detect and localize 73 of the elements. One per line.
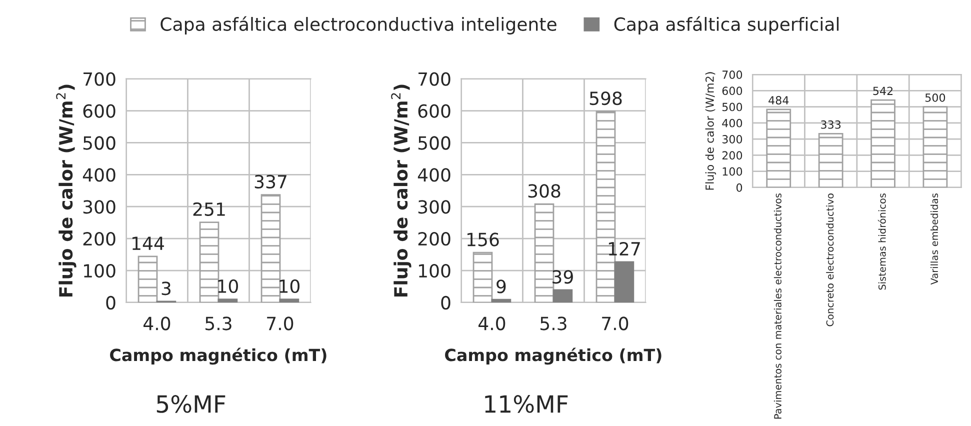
y-axis-title: Flujo de calor (W/m2)	[705, 72, 716, 190]
data-label: 333	[821, 120, 841, 129]
data-label: 10	[218, 279, 238, 293]
y-tick-label: 300	[83, 200, 116, 214]
bar	[552, 289, 573, 302]
legend-label: Capa asfáltica superficial	[614, 16, 839, 34]
bar	[218, 298, 238, 302]
data-label: 127	[608, 242, 640, 256]
bar	[260, 194, 281, 302]
x-tick-label: Pavimentos con materiales electroconductivos	[774, 193, 782, 419]
x-axis-title: Campo magnético (mT)	[445, 348, 662, 365]
y-tick-label: 400	[722, 118, 742, 128]
x-tick-label: 4.0	[144, 316, 170, 330]
bar	[138, 256, 158, 302]
y-tick-label: 300	[722, 135, 742, 144]
y-tick-label: 0	[106, 296, 116, 310]
bar	[766, 108, 792, 188]
y-tick-label: 400	[418, 168, 450, 182]
x-tick-label: Concreto electroconductivo	[826, 194, 834, 326]
x-tick-label: 5.3	[540, 316, 566, 330]
y-tick-label: 700	[722, 70, 742, 79]
y-tick-label: 100	[419, 264, 450, 278]
y-tick-label: 500	[418, 136, 450, 150]
data-label: 3	[162, 282, 170, 296]
y-tick-label: 400	[82, 168, 116, 182]
data-label: 10	[280, 279, 300, 293]
data-label: 156	[468, 232, 499, 246]
y-tick-label: 600	[722, 86, 742, 96]
x-tick-label: 5.3	[206, 316, 232, 330]
y-tick-label: 700	[84, 72, 116, 86]
y-axis-title: Flujo de calor (W/m$^{2}$)	[56, 84, 76, 296]
x-tick-label: Varillas embedidas	[930, 193, 938, 285]
x-tick-label: 7.0	[267, 316, 294, 330]
y-tick-label: 500	[722, 102, 742, 112]
data-label: 39	[552, 270, 573, 284]
bar	[534, 203, 554, 302]
text: 5%MF	[156, 395, 226, 413]
bar	[472, 252, 493, 302]
bar	[614, 261, 634, 302]
y-axis-title: Flujo de calor (W/m$^{2}$)	[391, 84, 412, 296]
data-label: 500	[925, 93, 946, 102]
text: 11%MF	[485, 395, 568, 413]
bar	[922, 106, 948, 188]
bar	[199, 222, 220, 302]
data-label: 598	[590, 91, 622, 106]
y-tick-label: 300	[418, 200, 450, 214]
data-label: 484	[768, 96, 789, 104]
data-label: 251	[193, 202, 225, 216]
y-tick-label: 200	[83, 232, 116, 246]
x-tick-label: Sistemas hidrónicos	[878, 193, 886, 290]
y-tick-label: 100	[84, 264, 116, 278]
y-tick-label: 700	[418, 72, 450, 86]
x-tick-label: 4.0	[478, 316, 506, 330]
y-tick-label: 600	[418, 104, 450, 118]
y-tick-label: 600	[83, 104, 116, 118]
legend-label: Capa asfáltica electroconductiva inteligente	[160, 16, 556, 34]
y-tick-label: 0	[736, 183, 742, 192]
y-tick-label: 200	[418, 232, 450, 246]
bar	[870, 99, 896, 188]
bar	[491, 298, 512, 302]
y-tick-label: 0	[441, 296, 450, 310]
data-label: 144	[132, 236, 164, 250]
y-tick-label: 200	[722, 151, 742, 160]
x-axis-title: Campo magnético (mT)	[110, 348, 326, 365]
bar	[818, 133, 844, 188]
x-tick-label: 7.0	[602, 316, 628, 330]
y-tick-label: 100	[722, 167, 742, 176]
bar	[279, 298, 300, 302]
data-label: 9	[496, 280, 506, 294]
data-label: 308	[528, 184, 560, 198]
data-label: 337	[254, 174, 286, 189]
data-label: 542	[873, 86, 892, 96]
y-tick-label: 500	[83, 136, 116, 150]
